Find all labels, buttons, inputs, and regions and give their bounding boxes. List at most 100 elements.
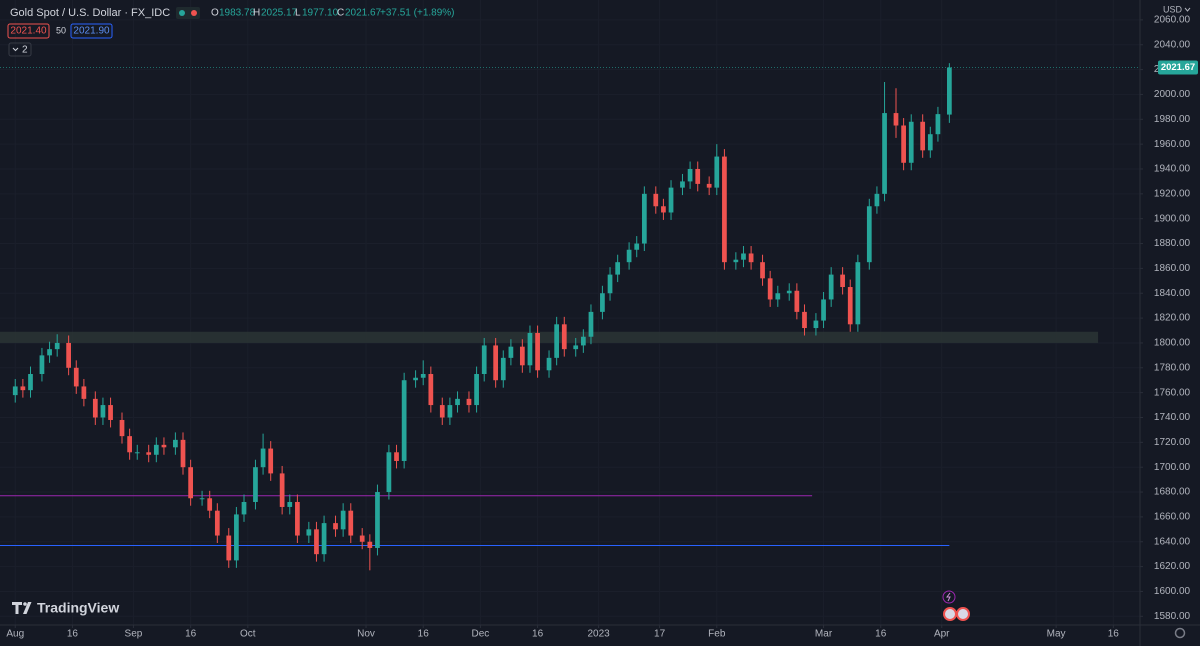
- candle-body: [748, 253, 754, 263]
- candle-body: [561, 324, 567, 350]
- candle-body: [828, 274, 834, 300]
- candle-body: [653, 193, 659, 207]
- candle-body: [54, 342, 60, 350]
- candle-body: [466, 398, 472, 406]
- y-tick-label: 1680.00: [1154, 487, 1191, 498]
- ohlc-value: 2025.17: [261, 8, 298, 19]
- candle-body: [287, 501, 293, 507]
- change: +37.51 (+1.89%): [380, 8, 455, 19]
- candle-body: [73, 367, 79, 387]
- candle-body: [359, 535, 365, 542]
- candle-body: [413, 377, 418, 381]
- candle-body: [706, 183, 712, 188]
- candle-body: [100, 405, 106, 418]
- y-tick-label: 1600.00: [1154, 586, 1191, 597]
- candle-body: [668, 187, 674, 213]
- candle-body: [874, 193, 880, 207]
- candle-body: [554, 324, 560, 358]
- spread: 50: [56, 25, 66, 35]
- ohlc-label: O: [211, 8, 219, 19]
- candle-body: [253, 467, 258, 502]
- candle-body: [260, 448, 266, 468]
- settings[interactable]: [1174, 627, 1186, 639]
- candle-body: [519, 346, 525, 366]
- currency-caret: [1184, 7, 1191, 12]
- candle-body: [241, 501, 247, 515]
- zone: [0, 331, 1099, 343]
- bid-box[interactable]: [7, 23, 50, 39]
- y-tick-label: 1580.00: [1154, 611, 1191, 622]
- ohlc-label: C: [337, 8, 344, 19]
- ask-box[interactable]: [70, 23, 113, 39]
- y-tick-label: 1880.00: [1154, 238, 1191, 249]
- candle-body: [481, 345, 487, 375]
- x-tick-label: 17: [654, 629, 666, 640]
- settings-gear[interactable]: [1174, 627, 1186, 639]
- candle-body: [882, 113, 887, 194]
- event-icon[interactable]: [943, 607, 957, 621]
- event-icon[interactable]: [956, 607, 970, 621]
- watermark: TradingView: [12, 600, 119, 616]
- candle-body: [39, 355, 45, 375]
- candle-body: [626, 249, 632, 263]
- y-tick-label: 1700.00: [1154, 462, 1191, 473]
- candle-body: [733, 259, 739, 263]
- currency[interactable]: USD: [1163, 4, 1183, 14]
- candle-body: [134, 452, 140, 454]
- x-tick-label: Aug: [6, 629, 24, 640]
- y-tick-label: 1800.00: [1154, 338, 1191, 349]
- candle-body: [546, 357, 552, 371]
- candle-body: [794, 290, 800, 312]
- x-tick-label: May: [1047, 629, 1066, 640]
- y-tick-label: 1960.00: [1154, 139, 1191, 150]
- candle-body: [947, 67, 952, 115]
- candle-body: [920, 121, 926, 151]
- ohlc-value: 1977.10: [302, 8, 339, 19]
- candle-body: [173, 439, 178, 448]
- logo-mark: [12, 602, 32, 614]
- candle-body: [714, 156, 720, 188]
- last-price-label: 2021.67: [1161, 62, 1195, 73]
- candle-body: [161, 444, 167, 448]
- candle-body: [695, 168, 701, 184]
- candle-body: [268, 448, 274, 474]
- candle-body: [226, 535, 232, 561]
- candle-body: [821, 299, 826, 321]
- candle-body: [493, 345, 499, 381]
- candle-body: [420, 374, 426, 378]
- ask: 2021.90: [73, 26, 110, 37]
- candle-body: [455, 398, 460, 406]
- x-tick-label: 16: [1108, 629, 1120, 640]
- y-tick-label: 1660.00: [1154, 512, 1191, 523]
- candle-body: [153, 444, 159, 455]
- candle-body: [295, 501, 300, 536]
- event-icon[interactable]: [942, 590, 956, 604]
- candle-body: [508, 346, 514, 358]
- candle-body: [199, 498, 205, 500]
- candle-body: [607, 274, 613, 294]
- candle-body: [786, 290, 792, 294]
- candle-body: [340, 510, 346, 530]
- indicators-count: 2: [22, 45, 28, 56]
- candle-body: [180, 439, 186, 468]
- candle-body: [641, 193, 647, 244]
- bid: 2021.40: [10, 26, 47, 37]
- candle-body: [927, 134, 933, 151]
- candle-body: [428, 374, 434, 406]
- candle-body: [935, 114, 941, 135]
- y-tick-label: 1820.00: [1154, 313, 1191, 324]
- x-tick-label: Feb: [708, 629, 726, 640]
- candle-body: [314, 529, 319, 555]
- candle-body: [119, 419, 125, 437]
- candle-body: [615, 262, 621, 275]
- indicators-toggle[interactable]: [8, 42, 32, 57]
- x-tick-label: 16: [532, 629, 544, 640]
- x-tick-label: 16: [67, 629, 79, 640]
- candle-body: [234, 514, 239, 561]
- x-tick-label: Oct: [240, 629, 256, 640]
- y-tick-label: 2040.00: [1154, 39, 1191, 50]
- candle-body: [573, 345, 579, 350]
- candle-body: [28, 374, 33, 391]
- x-tick-label: 16: [185, 629, 197, 640]
